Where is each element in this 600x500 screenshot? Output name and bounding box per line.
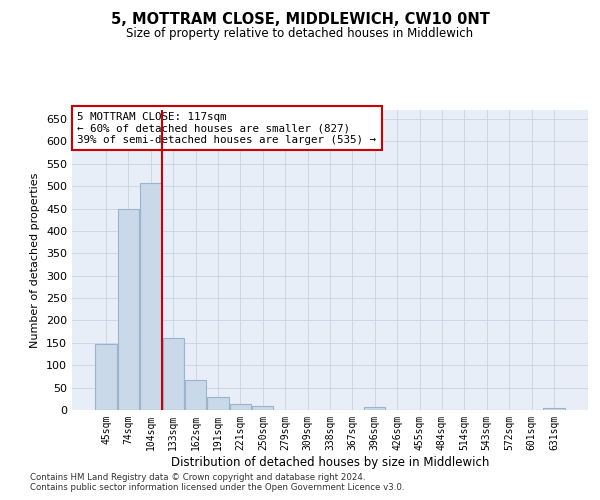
Text: 5, MOTTRAM CLOSE, MIDDLEWICH, CW10 0NT: 5, MOTTRAM CLOSE, MIDDLEWICH, CW10 0NT [110, 12, 490, 28]
Bar [543, 408, 565, 410]
Bar [208, 396, 229, 410]
Text: 5 MOTTRAM CLOSE: 117sqm
← 60% of detached houses are smaller (827)
39% of semi-d: 5 MOTTRAM CLOSE: 117sqm ← 60% of detache… [77, 112, 376, 144]
Bar [364, 408, 385, 410]
Text: Size of property relative to detached houses in Middlewich: Size of property relative to detached ho… [127, 28, 473, 40]
Bar [95, 344, 117, 410]
Bar [185, 380, 206, 410]
X-axis label: Distribution of detached houses by size in Middlewich: Distribution of detached houses by size … [171, 456, 489, 468]
Bar [118, 208, 139, 410]
Bar [230, 404, 251, 410]
Bar [163, 338, 184, 410]
Text: Contains HM Land Registry data © Crown copyright and database right 2024.
Contai: Contains HM Land Registry data © Crown c… [30, 473, 404, 492]
Bar [252, 406, 274, 410]
Bar [140, 183, 161, 410]
Y-axis label: Number of detached properties: Number of detached properties [31, 172, 40, 348]
